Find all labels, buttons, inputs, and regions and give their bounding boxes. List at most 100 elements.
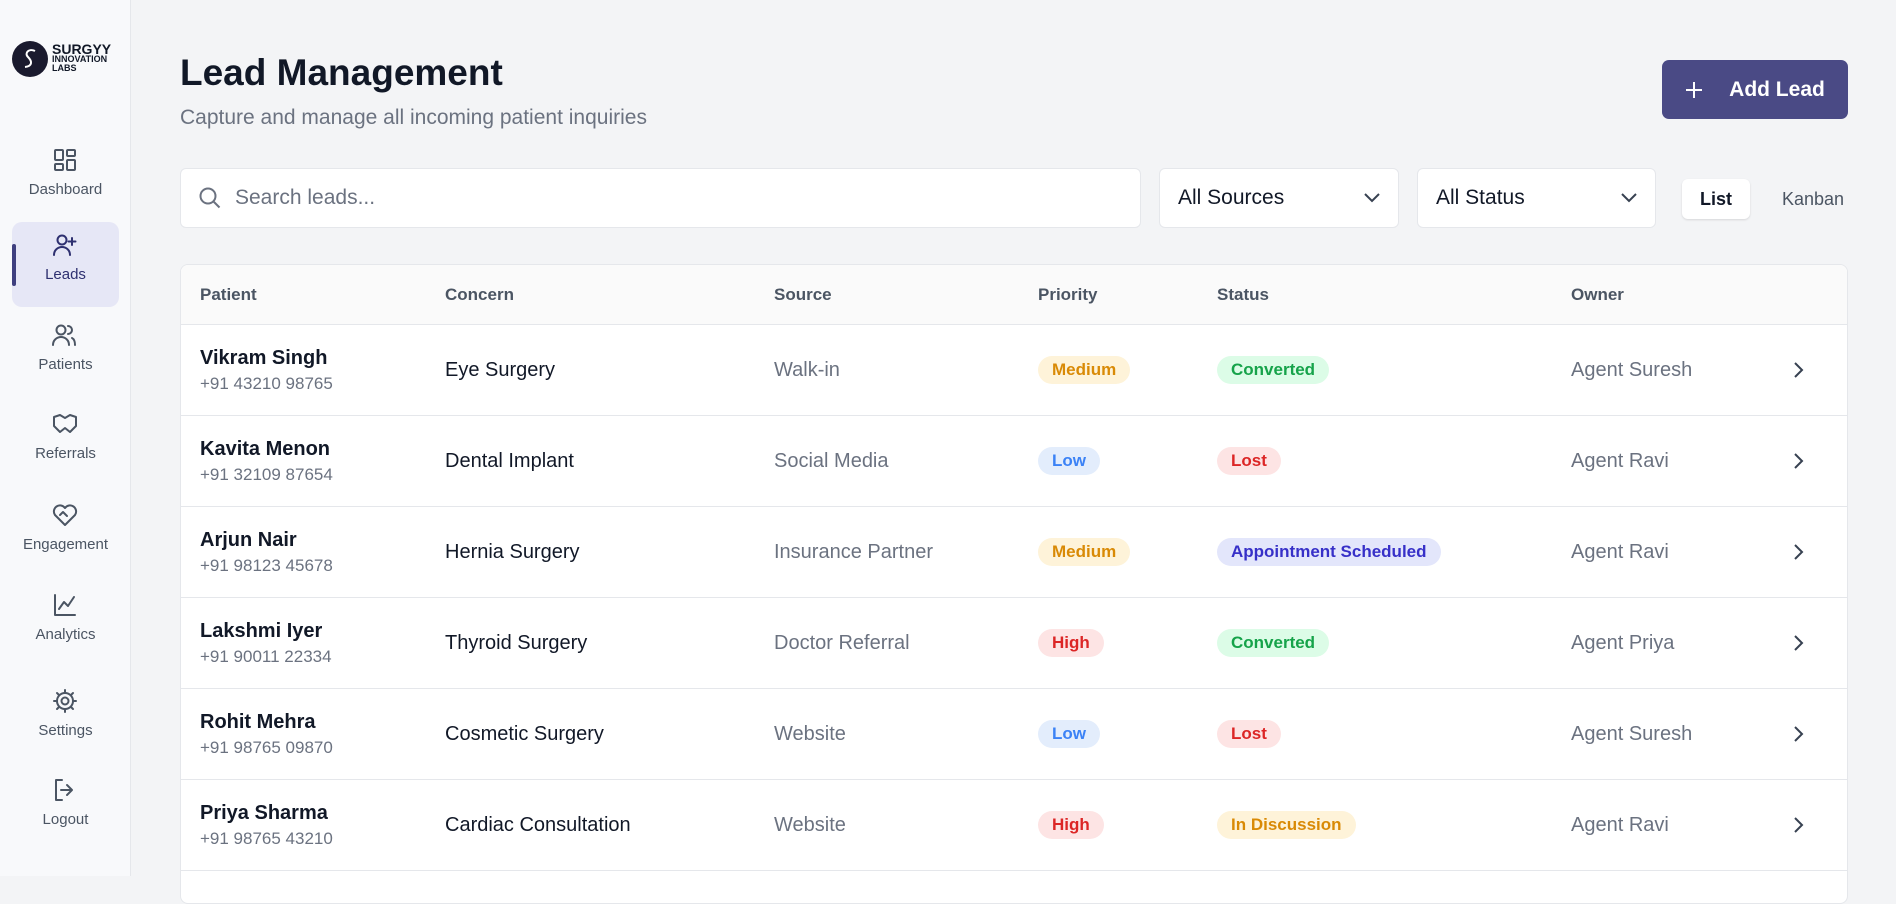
owner: Agent Ravi [1571, 813, 1669, 836]
nav-icon [53, 149, 76, 171]
row-chevron[interactable] [1793, 816, 1805, 834]
logo-line: SURGYY [52, 41, 112, 57]
table-row[interactable]: Lakshmi Iyer +91 90011 22334 Thyroid Surge… [181, 598, 1847, 689]
table-row[interactable]: Arjun Nair +91 98123 45678 Hernia Surgery I… [181, 507, 1847, 598]
add-lead-button[interactable]: Add Lead [1662, 60, 1848, 119]
search-box[interactable]: Search leads... [180, 168, 1141, 228]
source-select[interactable]: All Sources [1159, 168, 1399, 228]
status-cell: Lost [1217, 689, 1281, 779]
concern: Hernia Surgery [445, 540, 580, 563]
nav-item[interactable]: Analytics [12, 582, 119, 667]
row-chevron[interactable] [1793, 452, 1805, 470]
priority-badge: Medium [1038, 356, 1131, 384]
logo-text: SURGYY INNOVATION LABS [52, 41, 112, 73]
column-header: Priority [1038, 285, 1098, 304]
status-cell: Converted [1217, 598, 1330, 688]
nav-icon [51, 324, 76, 346]
concern: Thyroid Surgery [445, 631, 588, 654]
source: Walk-in [774, 358, 840, 381]
patient-name: Rohit Mehra [200, 711, 316, 733]
status-badge: Lost [1217, 720, 1281, 748]
priority-cell: Low [1038, 689, 1100, 779]
patient-cell: Rohit Mehra +91 98765 09870 [200, 711, 333, 758]
priority-badge: High [1038, 811, 1104, 839]
row-chevron[interactable] [1793, 361, 1805, 379]
patient-cell: Kavita Menon +91 32109 87654 [200, 438, 333, 485]
nav-icon [54, 779, 73, 801]
nav-item[interactable]: Settings [12, 678, 119, 763]
table-row[interactable]: Priya Sharma +91 98765 43210 Cardiac Consu… [181, 780, 1847, 871]
source: Website [774, 722, 846, 745]
patient-phone: +91 90011 22334 [200, 647, 332, 666]
status-badge: Converted [1217, 629, 1330, 657]
source: Social Media [774, 449, 889, 472]
owner: Agent Suresh [1571, 722, 1693, 745]
plus-icon [1686, 81, 1703, 98]
concern: Cosmetic Surgery [445, 722, 604, 745]
chevron-down [1621, 193, 1637, 203]
patient-cell: Priya Sharma +91 98765 43210 [200, 802, 333, 849]
patient-phone: +91 32109 87654 [200, 465, 333, 484]
nav-label: Engagement [22, 536, 109, 553]
patient-phone: +91 98765 09870 [200, 738, 333, 757]
nav-item[interactable]: Leads [12, 222, 119, 307]
nav-item[interactable]: Referrals [12, 401, 119, 486]
view-toggle[interactable]: List [1682, 179, 1751, 219]
select-value: All Status [1436, 186, 1525, 209]
table-row[interactable]: Kavita Menon +91 32109 87654 Dental Implan… [181, 416, 1847, 507]
row-chevron[interactable] [1793, 725, 1805, 743]
table-row[interactable]: Vikram Singh +91 43210 98765 Eye Surgery Wa… [181, 325, 1847, 416]
row-chevron[interactable] [1793, 543, 1805, 561]
owner: Agent Ravi [1571, 449, 1669, 472]
owner: Agent Ravi [1571, 540, 1669, 563]
concern: Dental Implant [445, 449, 574, 472]
status-cell: Appointment Scheduled [1217, 507, 1441, 597]
owner: Agent Suresh [1571, 358, 1693, 381]
status-cell: In Discussion [1217, 780, 1356, 870]
priority-cell: Medium [1038, 507, 1131, 597]
page-title: Lead Management [180, 52, 503, 93]
column-header: Owner [1571, 285, 1624, 304]
nav-item[interactable]: Patients [12, 312, 119, 397]
nav-label: Referrals [35, 445, 96, 462]
sidebar: SURGYY INNOVATION LABS Dashboard Leads Pat… [0, 0, 131, 876]
owner: Agent Priya [1571, 631, 1675, 654]
patient-name: Vikram Singh [200, 347, 328, 369]
nav-label: Settings [38, 722, 93, 739]
search-placeholder: Search leads... [235, 186, 376, 209]
table-header: Patient Concern Source Priority Status Owner [181, 265, 1847, 325]
concern: Eye Surgery [445, 358, 556, 381]
patient-cell: Vikram Singh +91 43210 98765 [200, 347, 333, 394]
patient-name: Kavita Menon [200, 438, 331, 460]
patient-phone: +91 98765 43210 [200, 829, 333, 848]
patient-phone: +91 98123 45678 [200, 556, 333, 575]
active-indicator [12, 244, 16, 286]
priority-cell: High [1038, 780, 1104, 870]
logo-line: LABS [52, 63, 77, 73]
nav-icon [53, 594, 76, 616]
status-select[interactable]: All Status [1417, 168, 1656, 228]
nav-item[interactable]: Logout [12, 767, 119, 852]
nav-icon [52, 414, 77, 433]
nav-label: Analytics [35, 626, 96, 643]
view-toggle[interactable]: Kanban [1782, 188, 1845, 209]
body: SURGYY INNOVATION LABS Dashboard Leads Pat… [0, 0, 1848, 904]
row-chevron[interactable] [1793, 634, 1805, 652]
column-header: Patient [200, 285, 257, 304]
priority-badge: Low [1038, 447, 1100, 475]
priority-badge: Medium [1038, 538, 1131, 566]
nav-icon [52, 234, 76, 256]
nav-item[interactable]: Dashboard [12, 137, 119, 222]
nav-label: Leads [45, 266, 86, 283]
priority-badge: Low [1038, 720, 1100, 748]
table-row[interactable]: Rohit Mehra +91 98765 09870 Cosmetic Surge… [181, 689, 1847, 780]
button-label: Add Lead [1729, 77, 1825, 101]
nav-label: Logout [42, 811, 89, 828]
status-badge: In Discussion [1217, 811, 1356, 839]
column-header: Concern [445, 285, 514, 304]
concern: Cardiac Consultation [445, 813, 631, 836]
logo-icon [12, 41, 48, 77]
priority-cell: High [1038, 598, 1104, 688]
status-cell: Converted [1217, 325, 1330, 415]
nav-item[interactable]: Engagement [12, 492, 119, 577]
